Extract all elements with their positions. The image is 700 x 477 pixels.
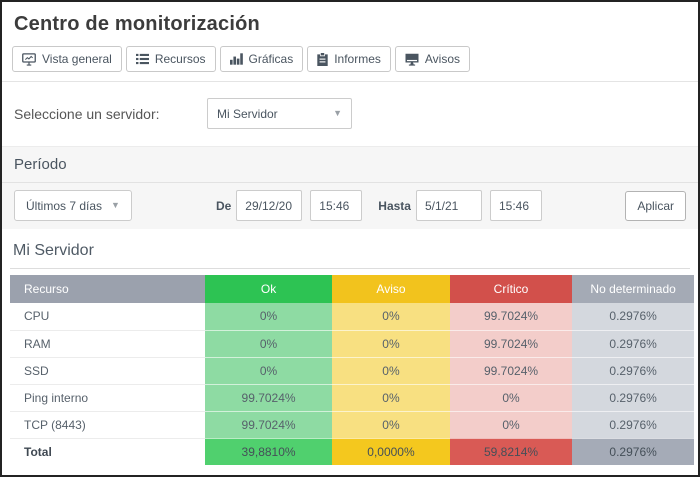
critico-value: 99.7024% — [449, 303, 573, 331]
server-selector-row: Seleccione un servidor: Mi Servidor ▼ — [2, 82, 698, 146]
total-label: Total — [10, 437, 205, 465]
server-select[interactable]: Mi Servidor ▼ — [207, 98, 352, 129]
resource-name: TCP (8443) — [10, 411, 205, 439]
table-row-total: Total 39,8810% 0,0000% 59,8214% 0.2976% — [10, 437, 694, 465]
ok-value: 0% — [204, 303, 333, 331]
no-determinado-value: 0.2976% — [572, 411, 694, 439]
bar-chart-icon — [229, 53, 243, 65]
tab-label: Vista general — [42, 52, 112, 66]
resource-name: CPU — [10, 303, 205, 331]
critico-value: 99.7024% — [449, 357, 573, 385]
overview-monitor-icon — [22, 52, 36, 66]
period-section: Período Últimos 7 días ▼ De Hasta Aplica… — [2, 146, 698, 229]
server-selector-label: Seleccione un servidor: — [14, 105, 160, 122]
total-no-determinado-value: 0.2976% — [572, 438, 694, 465]
header-divider — [2, 81, 698, 82]
aviso-value: 0% — [332, 330, 450, 358]
ok-value: 99.7024% — [204, 411, 333, 439]
column-header-recurso: Recurso — [10, 275, 205, 303]
from-label: De — [215, 198, 232, 213]
from-time-input[interactable] — [310, 190, 363, 221]
aviso-value: 0% — [332, 303, 450, 331]
column-header-no-determinado: No determinado — [572, 275, 694, 303]
tab-label: Gráficas — [248, 52, 294, 66]
tab-informes[interactable]: Informes — [307, 46, 391, 72]
total-aviso-value: 0,0000% — [332, 438, 450, 465]
table-row-ssd: SSD 0% 0% 99.7024% 0.2976% — [10, 357, 694, 385]
clipboard-icon — [317, 52, 328, 66]
total-critico-value: 59,8214% — [449, 438, 573, 465]
critico-value: 99.7024% — [449, 330, 573, 358]
list-icon — [135, 53, 149, 65]
no-determinado-value: 0.2976% — [572, 330, 694, 358]
ok-value: 0% — [204, 357, 333, 385]
resource-name: SSD — [10, 357, 205, 385]
page-title: Centro de monitorización — [14, 13, 260, 35]
period-range-value: Últimos 7 días — [26, 198, 103, 213]
server-section-title: Mi Servidor — [10, 242, 690, 269]
tab-label: Recursos — [154, 52, 206, 66]
aviso-value: 0% — [332, 357, 450, 385]
tab-recursos[interactable]: Recursos — [125, 46, 216, 72]
critico-value: 0% — [449, 411, 573, 439]
ok-value: 0% — [204, 330, 333, 358]
total-ok-value: 39,8810% — [204, 438, 333, 465]
aviso-value: 0% — [332, 411, 450, 439]
status-table: Recurso Ok Aviso Crítico No determinado … — [10, 275, 694, 465]
aviso-value: 0% — [332, 384, 450, 412]
table-row-ping-interno: Ping interno 99.7024% 0% 0% 0.2976% — [10, 384, 694, 412]
no-determinado-value: 0.2976% — [572, 357, 694, 385]
period-section-title: Período — [2, 147, 698, 183]
chevron-down-icon: ▼ — [333, 108, 342, 118]
to-date-input[interactable] — [415, 190, 482, 221]
chevron-down-icon: ▼ — [111, 200, 120, 210]
no-determinado-value: 0.2976% — [572, 303, 694, 331]
tab-bar: Vista general Recursos Gráficas Informes… — [2, 37, 698, 81]
ok-value: 99.7024% — [204, 384, 333, 412]
table-row-ram: RAM 0% 0% 99.7024% 0.2976% — [10, 330, 694, 358]
tab-avisos[interactable]: Avisos — [394, 46, 471, 72]
table-row-cpu: CPU 0% 0% 99.7024% 0.2976% — [10, 303, 694, 331]
tab-graficas[interactable]: Gráficas — [219, 46, 304, 72]
from-date-input[interactable] — [236, 190, 303, 221]
to-label: Hasta — [378, 198, 411, 213]
column-header-aviso: Aviso — [332, 275, 450, 303]
server-select-value: Mi Servidor — [217, 106, 278, 121]
tab-vista-general[interactable]: Vista general — [12, 46, 122, 72]
apply-button[interactable]: Aplicar — [625, 190, 686, 221]
desktop-alert-icon — [405, 53, 419, 66]
resource-name: Ping interno — [10, 384, 205, 412]
tab-label: Informes — [334, 52, 381, 66]
resource-name: RAM — [10, 330, 205, 358]
column-header-critico: Crítico — [449, 275, 573, 303]
critico-value: 0% — [449, 384, 573, 412]
table-header-row: Recurso Ok Aviso Crítico No determinado — [10, 275, 694, 303]
tab-label: Avisos — [424, 52, 461, 66]
no-determinado-value: 0.2976% — [572, 384, 694, 412]
period-range-select[interactable]: Últimos 7 días ▼ — [14, 190, 132, 221]
to-time-input[interactable] — [489, 190, 542, 221]
table-row-tcp-8443: TCP (8443) 99.7024% 0% 0% 0.2976% — [10, 411, 694, 439]
column-header-ok: Ok — [204, 275, 333, 303]
period-controls: Últimos 7 días ▼ De Hasta Aplicar — [2, 183, 698, 229]
